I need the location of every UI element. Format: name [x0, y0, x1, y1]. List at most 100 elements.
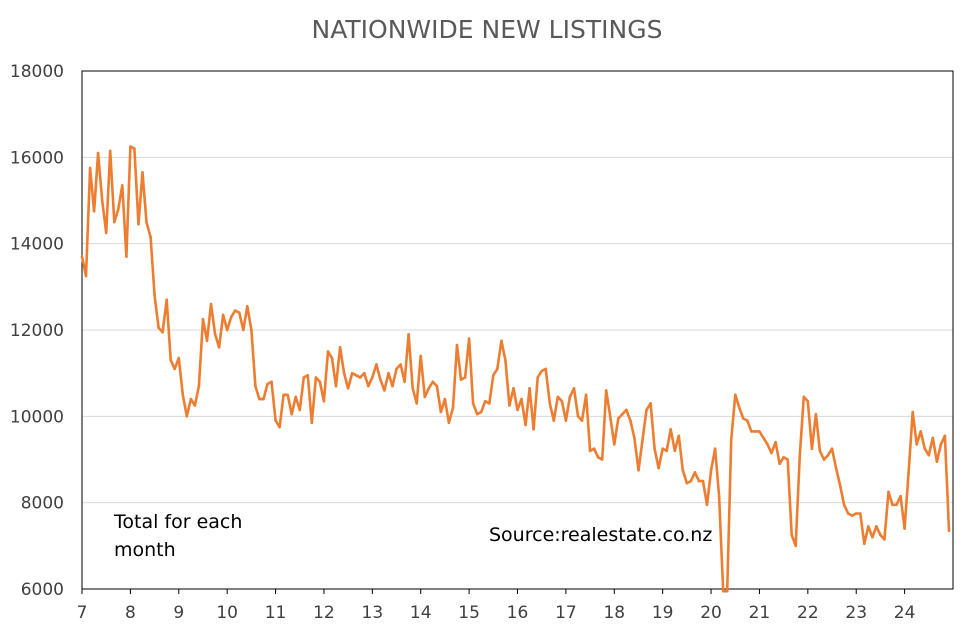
data-point [217, 346, 221, 349]
data-point [859, 512, 862, 515]
data-point [125, 255, 128, 258]
data-point [758, 430, 761, 433]
data-point [572, 387, 576, 390]
data-point [233, 309, 237, 312]
data-point [173, 367, 176, 371]
data-point [334, 384, 338, 388]
data-point [854, 512, 858, 515]
data-point [330, 356, 334, 360]
data-point [371, 376, 374, 379]
data-point [306, 374, 310, 377]
data-point [133, 147, 136, 150]
data-point [137, 222, 140, 226]
data-point [338, 346, 342, 349]
data-point [117, 207, 120, 211]
data-point [266, 382, 269, 386]
x-tick-label: 22 [797, 603, 819, 623]
x-tick-label: 17 [555, 603, 577, 623]
data-point [786, 458, 789, 461]
data-point [282, 393, 285, 397]
data-point [544, 367, 547, 371]
y-tick-label: 10000 [10, 407, 64, 427]
data-point [552, 419, 556, 422]
data-point [713, 447, 717, 451]
data-point [867, 525, 870, 528]
data-point [379, 378, 382, 381]
data-point [653, 447, 656, 451]
data-point [774, 440, 777, 444]
data-point [899, 494, 902, 498]
data-point [947, 529, 951, 532]
x-tick-label: 20 [700, 603, 722, 623]
data-point [496, 367, 499, 371]
data-point [314, 376, 318, 379]
data-point [475, 412, 479, 416]
data-point [455, 343, 459, 347]
annotation-total-line1: Total for each [113, 511, 242, 533]
data-point [689, 479, 693, 483]
data-point [346, 387, 350, 390]
data-point [411, 387, 415, 390]
data-point [161, 330, 164, 334]
data-point [483, 399, 487, 403]
data-point [879, 533, 882, 537]
y-tick-label: 16000 [10, 148, 64, 168]
data-point [669, 428, 672, 431]
data-point [375, 363, 378, 366]
data-point [113, 220, 116, 224]
data-point [92, 210, 96, 213]
data-point [729, 438, 733, 442]
data-point [298, 408, 302, 412]
data-point [84, 274, 88, 278]
data-point [141, 171, 144, 174]
data-point [665, 449, 668, 453]
y-tick-label: 8000 [21, 494, 64, 514]
data-point [798, 453, 802, 457]
data-point [201, 317, 205, 321]
data-point [278, 425, 281, 429]
data-point [447, 421, 451, 425]
data-point [871, 535, 874, 539]
data-point [403, 380, 406, 384]
data-point [270, 380, 273, 384]
data-point [907, 471, 910, 474]
data-point [580, 419, 584, 422]
y-tick-label: 14000 [10, 235, 64, 255]
chart-title: NATIONWIDE NEW LISTINGS [312, 15, 663, 44]
data-point [721, 589, 725, 593]
y-tick-label: 6000 [21, 580, 64, 600]
annotation-total-line2: month [114, 539, 176, 561]
data-point [576, 415, 580, 418]
annotation-source: Source:realestate.co.nz [489, 524, 712, 546]
x-tick-label: 7 [77, 603, 88, 623]
data-point [846, 512, 850, 515]
x-tick-label: 11 [265, 603, 287, 623]
x-tick-label: 10 [216, 603, 238, 623]
data-point [645, 408, 648, 412]
data-point [637, 469, 640, 472]
data-point [621, 412, 624, 416]
data-point [415, 402, 419, 405]
y-tick-label: 18000 [10, 62, 64, 82]
data-point [935, 460, 939, 464]
data-point [471, 402, 475, 405]
data-point [939, 443, 943, 446]
y-tick-label: 12000 [10, 321, 64, 341]
data-point [895, 503, 898, 507]
data-point [185, 415, 189, 418]
data-point [850, 514, 854, 517]
data-point [354, 374, 358, 377]
data-point [254, 384, 257, 388]
data-point [197, 384, 201, 388]
data-point [169, 358, 172, 362]
data-point [459, 378, 463, 381]
data-point [439, 410, 443, 414]
data-point [625, 408, 628, 412]
data-point [734, 393, 737, 397]
data-point [875, 525, 878, 528]
data-point [818, 449, 822, 453]
data-point [754, 430, 757, 433]
data-point [560, 399, 564, 403]
data-point [129, 145, 132, 148]
data-point [790, 533, 793, 537]
